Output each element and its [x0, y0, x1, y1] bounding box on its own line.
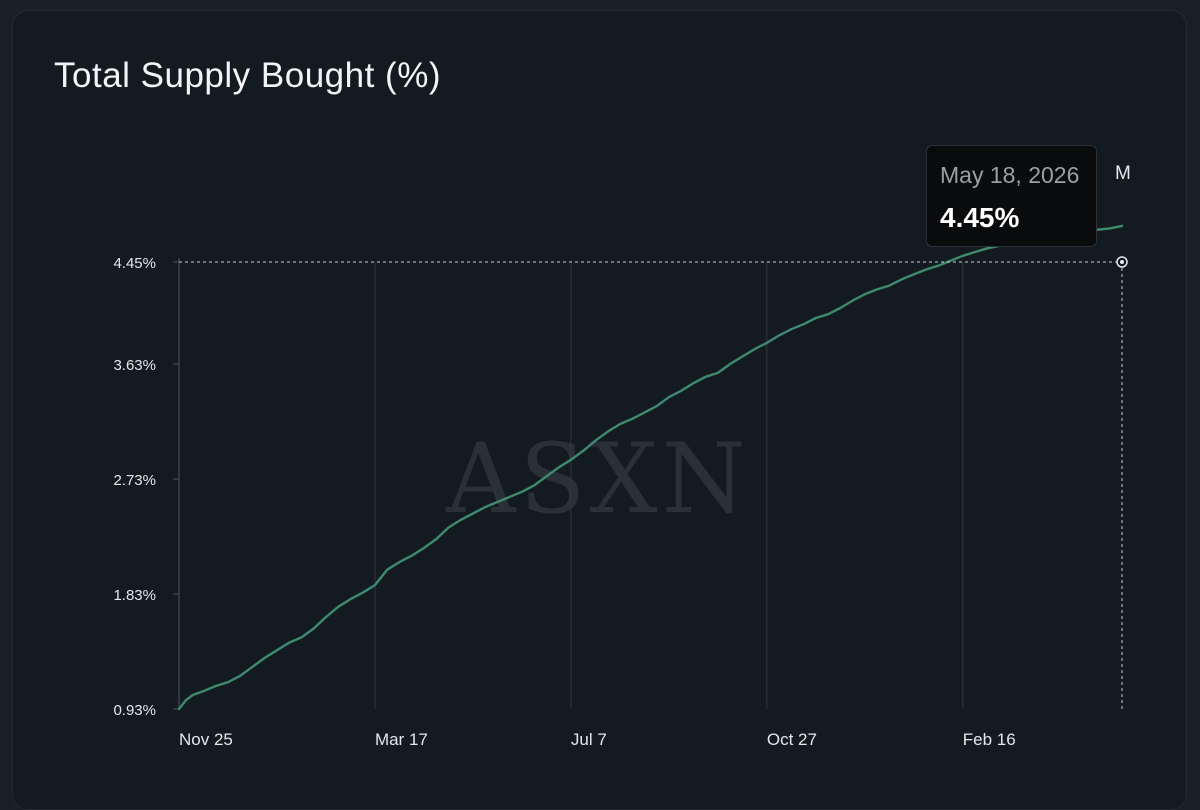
x-tick-label: Oct 27 — [767, 730, 817, 749]
hover-tooltip: May 18, 2026 4.45% — [926, 145, 1097, 247]
y-tick-label: 3.63% — [113, 357, 156, 374]
series-line — [177, 224, 1124, 711]
x-tick-label: Mar 17 — [375, 730, 428, 749]
y-tick-label: 0.93% — [113, 702, 156, 719]
x-tick-label: Nov 25 — [179, 730, 233, 749]
chart-card — [12, 10, 1187, 810]
hover-point — [1120, 260, 1124, 264]
y-tick-label: 2.73% — [113, 472, 156, 489]
x-tick-label: Feb 16 — [963, 730, 1016, 749]
chart-title: Total Supply Bought (%) — [54, 56, 441, 95]
tooltip-series-label: M — [1115, 163, 1131, 184]
y-tick-label: 1.83% — [113, 587, 156, 604]
y-tick-label: 4.45% — [113, 255, 156, 272]
tooltip-value: 4.45% — [940, 202, 1020, 233]
x-tick-label: Jul 7 — [571, 730, 607, 749]
tooltip-date: May 18, 2026 — [940, 162, 1080, 188]
